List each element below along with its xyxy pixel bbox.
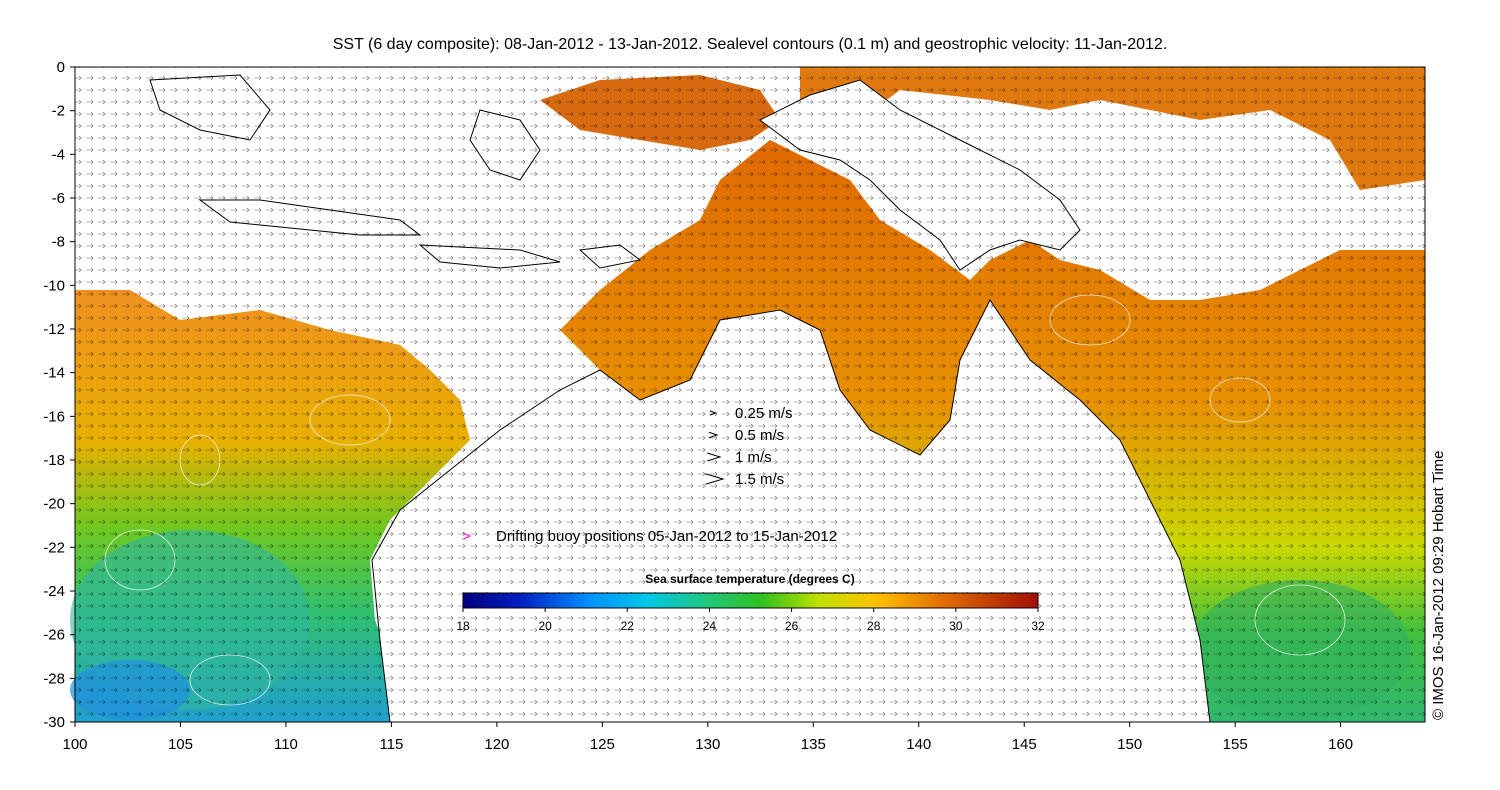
y-tick-label: -20: [43, 496, 65, 513]
x-tick-label: 130: [695, 736, 720, 753]
sealevel-contours: [104, 294, 1346, 706]
map-title: SST (6 day composite): 08-Jan-2012 - 13-…: [332, 36, 1168, 53]
velocity-legend-arrow: [705, 473, 725, 485]
colorbar-tick-label: 26: [785, 619, 799, 633]
velocity-legend-arrow: [708, 431, 719, 439]
y-tick-label: -14: [43, 365, 65, 382]
velocity-legend: 0.25 m/s 0.5 m/s 1 m/s 1.5 m/s: [705, 405, 793, 488]
y-tick-label: -22: [43, 539, 65, 556]
colorbar-tick-label: 22: [621, 619, 635, 633]
colorbar-tick-label: 30: [949, 619, 963, 633]
plot-frame: [74, 66, 1426, 723]
colorbar-tick-label: 20: [538, 619, 552, 633]
y-tick-label: -12: [43, 321, 65, 338]
velocity-legend-arrow: [709, 410, 717, 416]
buoy-legend-label: Drifting buoy positions 05-Jan-2012 to 1…: [496, 528, 837, 545]
colorbar-tick-label: 24: [703, 619, 717, 633]
velocity-legend-label: 1 m/s: [735, 449, 772, 466]
y-tick-label: -10: [43, 277, 65, 294]
y-tick-label: -6: [52, 190, 65, 207]
velocity-legend-label: 0.5 m/s: [735, 427, 784, 444]
x-tick-label: 115: [379, 736, 403, 753]
colorbar-gradient: [462, 592, 1039, 609]
y-tick-label: -18: [43, 452, 65, 469]
y-tick-label: -30: [43, 714, 65, 731]
x-tick-label: 140: [906, 736, 931, 753]
buoy-symbol: >: [462, 528, 471, 545]
velocity-legend-arrow: [707, 452, 722, 462]
y-tick-label: -24: [43, 583, 65, 600]
y-tick-label: -16: [43, 408, 65, 425]
y-tick-label: -26: [43, 627, 65, 644]
x-tick-label: 105: [168, 736, 193, 753]
x-tick-label: 145: [1012, 736, 1037, 753]
x-tick-label: 160: [1328, 736, 1353, 753]
x-tick-label: 100: [62, 736, 87, 753]
x-tick-label: 120: [484, 736, 509, 753]
y-axis: 0 -2 -4 -6 -8 -10 -12 -14 -16 -18 -20 -22 -24 -26 -28 -…: [43, 59, 75, 731]
y-tick-label: -2: [52, 103, 65, 120]
x-tick-label: 135: [801, 736, 826, 753]
y-tick-label: -4: [52, 146, 65, 163]
velocity-legend-label: 0.25 m/s: [735, 405, 793, 422]
sst-colorbar: Sea surface temperature (degrees C) 18 20…: [456, 572, 1045, 633]
colorbar-tick-label: 18: [456, 619, 470, 633]
x-tick-label: 110: [274, 736, 298, 753]
y-tick-label: 0: [57, 59, 65, 76]
geostrophic-velocity-arrows: [75, 67, 1425, 722]
credit-text: © IMOS 16-Jan-2012 09:29 Hobart Time: [1430, 450, 1447, 720]
velocity-legend-label: 1.5 m/s: [735, 471, 784, 488]
y-tick-label: -28: [43, 670, 65, 687]
y-tick-label: -8: [52, 234, 65, 251]
colorbar-title: Sea surface temperature (degrees C): [645, 572, 854, 586]
colorbar-tick-label: 28: [867, 619, 881, 633]
colorbar-tick-label: 32: [1031, 619, 1045, 633]
x-tick-label: 155: [1223, 736, 1248, 753]
buoy-legend: > Drifting buoy positions 05-Jan-2012 to…: [462, 528, 837, 545]
x-tick-label: 125: [590, 736, 615, 753]
x-tick-label: 150: [1117, 736, 1142, 753]
x-axis: 100 105 110 115 120 125 130 135 140 145 150 155 160: [62, 722, 1353, 753]
